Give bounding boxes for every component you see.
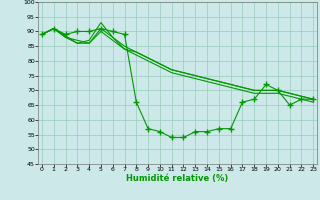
X-axis label: Humidité relative (%): Humidité relative (%) <box>126 174 229 183</box>
